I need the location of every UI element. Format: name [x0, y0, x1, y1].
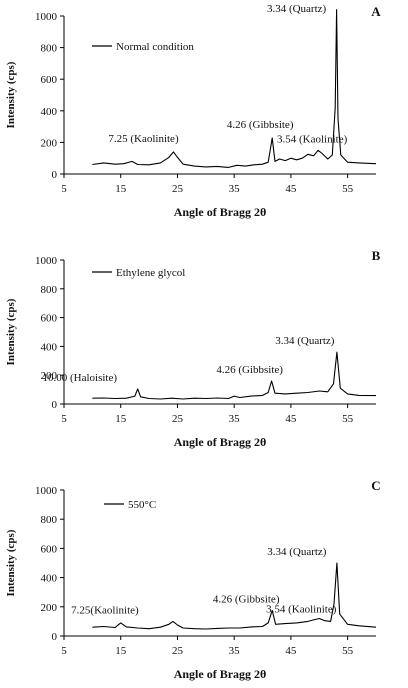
peak-annotation: 7.25 (Kaolinite)	[108, 133, 179, 145]
x-tick-label: 45	[285, 183, 297, 195]
peak-annotation: 7.25(Kaolinite)	[71, 604, 139, 616]
y-tick-label: 600	[41, 74, 58, 86]
x-tick-label: 5	[61, 413, 67, 425]
x-tick-label: 45	[285, 645, 297, 657]
y-tick-label: 200	[41, 602, 58, 614]
legend-label: 550°C	[128, 499, 156, 511]
peak-annotation: 3.54 (Kaolinite)	[277, 133, 348, 145]
panel-letter: B	[372, 248, 381, 263]
x-axis-label: Angle of Bragg 2θ	[174, 667, 267, 681]
panel-letter: C	[371, 478, 380, 493]
panel-c: 0 200 400 600 800 1000 5 15 25 35 45 55 Angle of Bra…	[5, 478, 381, 681]
x-tick-label: 25	[172, 413, 184, 425]
x-tick-label: 55	[342, 183, 354, 195]
diffractogram-line	[92, 9, 377, 168]
x-tick-label: 5	[61, 183, 67, 195]
y-tick-label: 1000	[35, 255, 58, 267]
panel-letter: A	[371, 4, 381, 19]
y-tick-label: 200	[41, 370, 58, 382]
x-tick-label: 15	[115, 183, 127, 195]
peak-annotation: 3.54 (Kaolinite)	[266, 603, 337, 615]
y-tick-label: 800	[41, 514, 58, 526]
x-tick-label: 35	[229, 645, 241, 657]
y-tick-label: 400	[41, 341, 58, 353]
y-tick-label: 800	[41, 284, 58, 296]
y-tick-label: 600	[41, 313, 58, 325]
x-tick-label: 25	[172, 183, 184, 195]
x-tick-label: 25	[172, 645, 184, 657]
y-tick-label: 1000	[35, 11, 58, 23]
y-tick-label: 400	[41, 573, 58, 585]
y-tick-label: 0	[52, 169, 58, 181]
y-tick-label: 0	[52, 631, 58, 643]
x-tick-label: 15	[115, 645, 127, 657]
y-axis-label: Intensity (cps)	[5, 298, 17, 365]
x-axis-label: Angle of Bragg 2θ	[174, 435, 267, 449]
peak-annotation: 4.26 (Gibbsite)	[216, 364, 283, 376]
x-tick-label: 15	[115, 413, 127, 425]
y-axis-label: Intensity (cps)	[5, 61, 17, 128]
y-tick-label: 600	[41, 543, 58, 555]
x-tick-label: 55	[342, 645, 354, 657]
x-tick-label: 55	[342, 413, 354, 425]
peak-annotation: 3.34 (Quartz)	[267, 3, 327, 15]
peak-annotation: 10.00 (Haloisite)	[42, 372, 117, 384]
y-axis-label: Intensity (cps)	[5, 529, 17, 596]
y-tick-label: 1000	[35, 485, 58, 497]
y-tick-label: 400	[41, 106, 58, 118]
x-axis-label: Angle of Bragg 2θ	[174, 205, 267, 219]
x-tick-label: 35	[229, 413, 241, 425]
x-tick-label: 45	[285, 413, 297, 425]
y-tick-label: 0	[52, 399, 58, 411]
peak-annotation: 3.34 (Quartz)	[267, 546, 327, 558]
peak-annotation: 4.26 (Gibbsite)	[213, 593, 280, 605]
y-tick-label: 200	[41, 137, 58, 149]
legend-label: Ethylene glycol	[116, 267, 185, 279]
legend-label: Normal condition	[116, 41, 194, 53]
y-tick-label: 800	[41, 43, 58, 55]
peak-annotation: 3.34 (Quartz)	[275, 335, 335, 347]
panel-b: 0 200 400 600 800 1000 5 15 25 35 45 55 Angle of Bra…	[5, 248, 381, 449]
diffractogram-line	[92, 562, 377, 630]
x-tick-label: 35	[229, 183, 241, 195]
peak-annotation: 4.26 (Gibbsite)	[227, 119, 294, 131]
x-tick-label: 5	[61, 645, 67, 657]
panel-a: 0 200 400 600 800 1000 5 15 25 35 45 55 Angle of Bra…	[5, 3, 381, 219]
diffractogram-line	[92, 351, 377, 400]
